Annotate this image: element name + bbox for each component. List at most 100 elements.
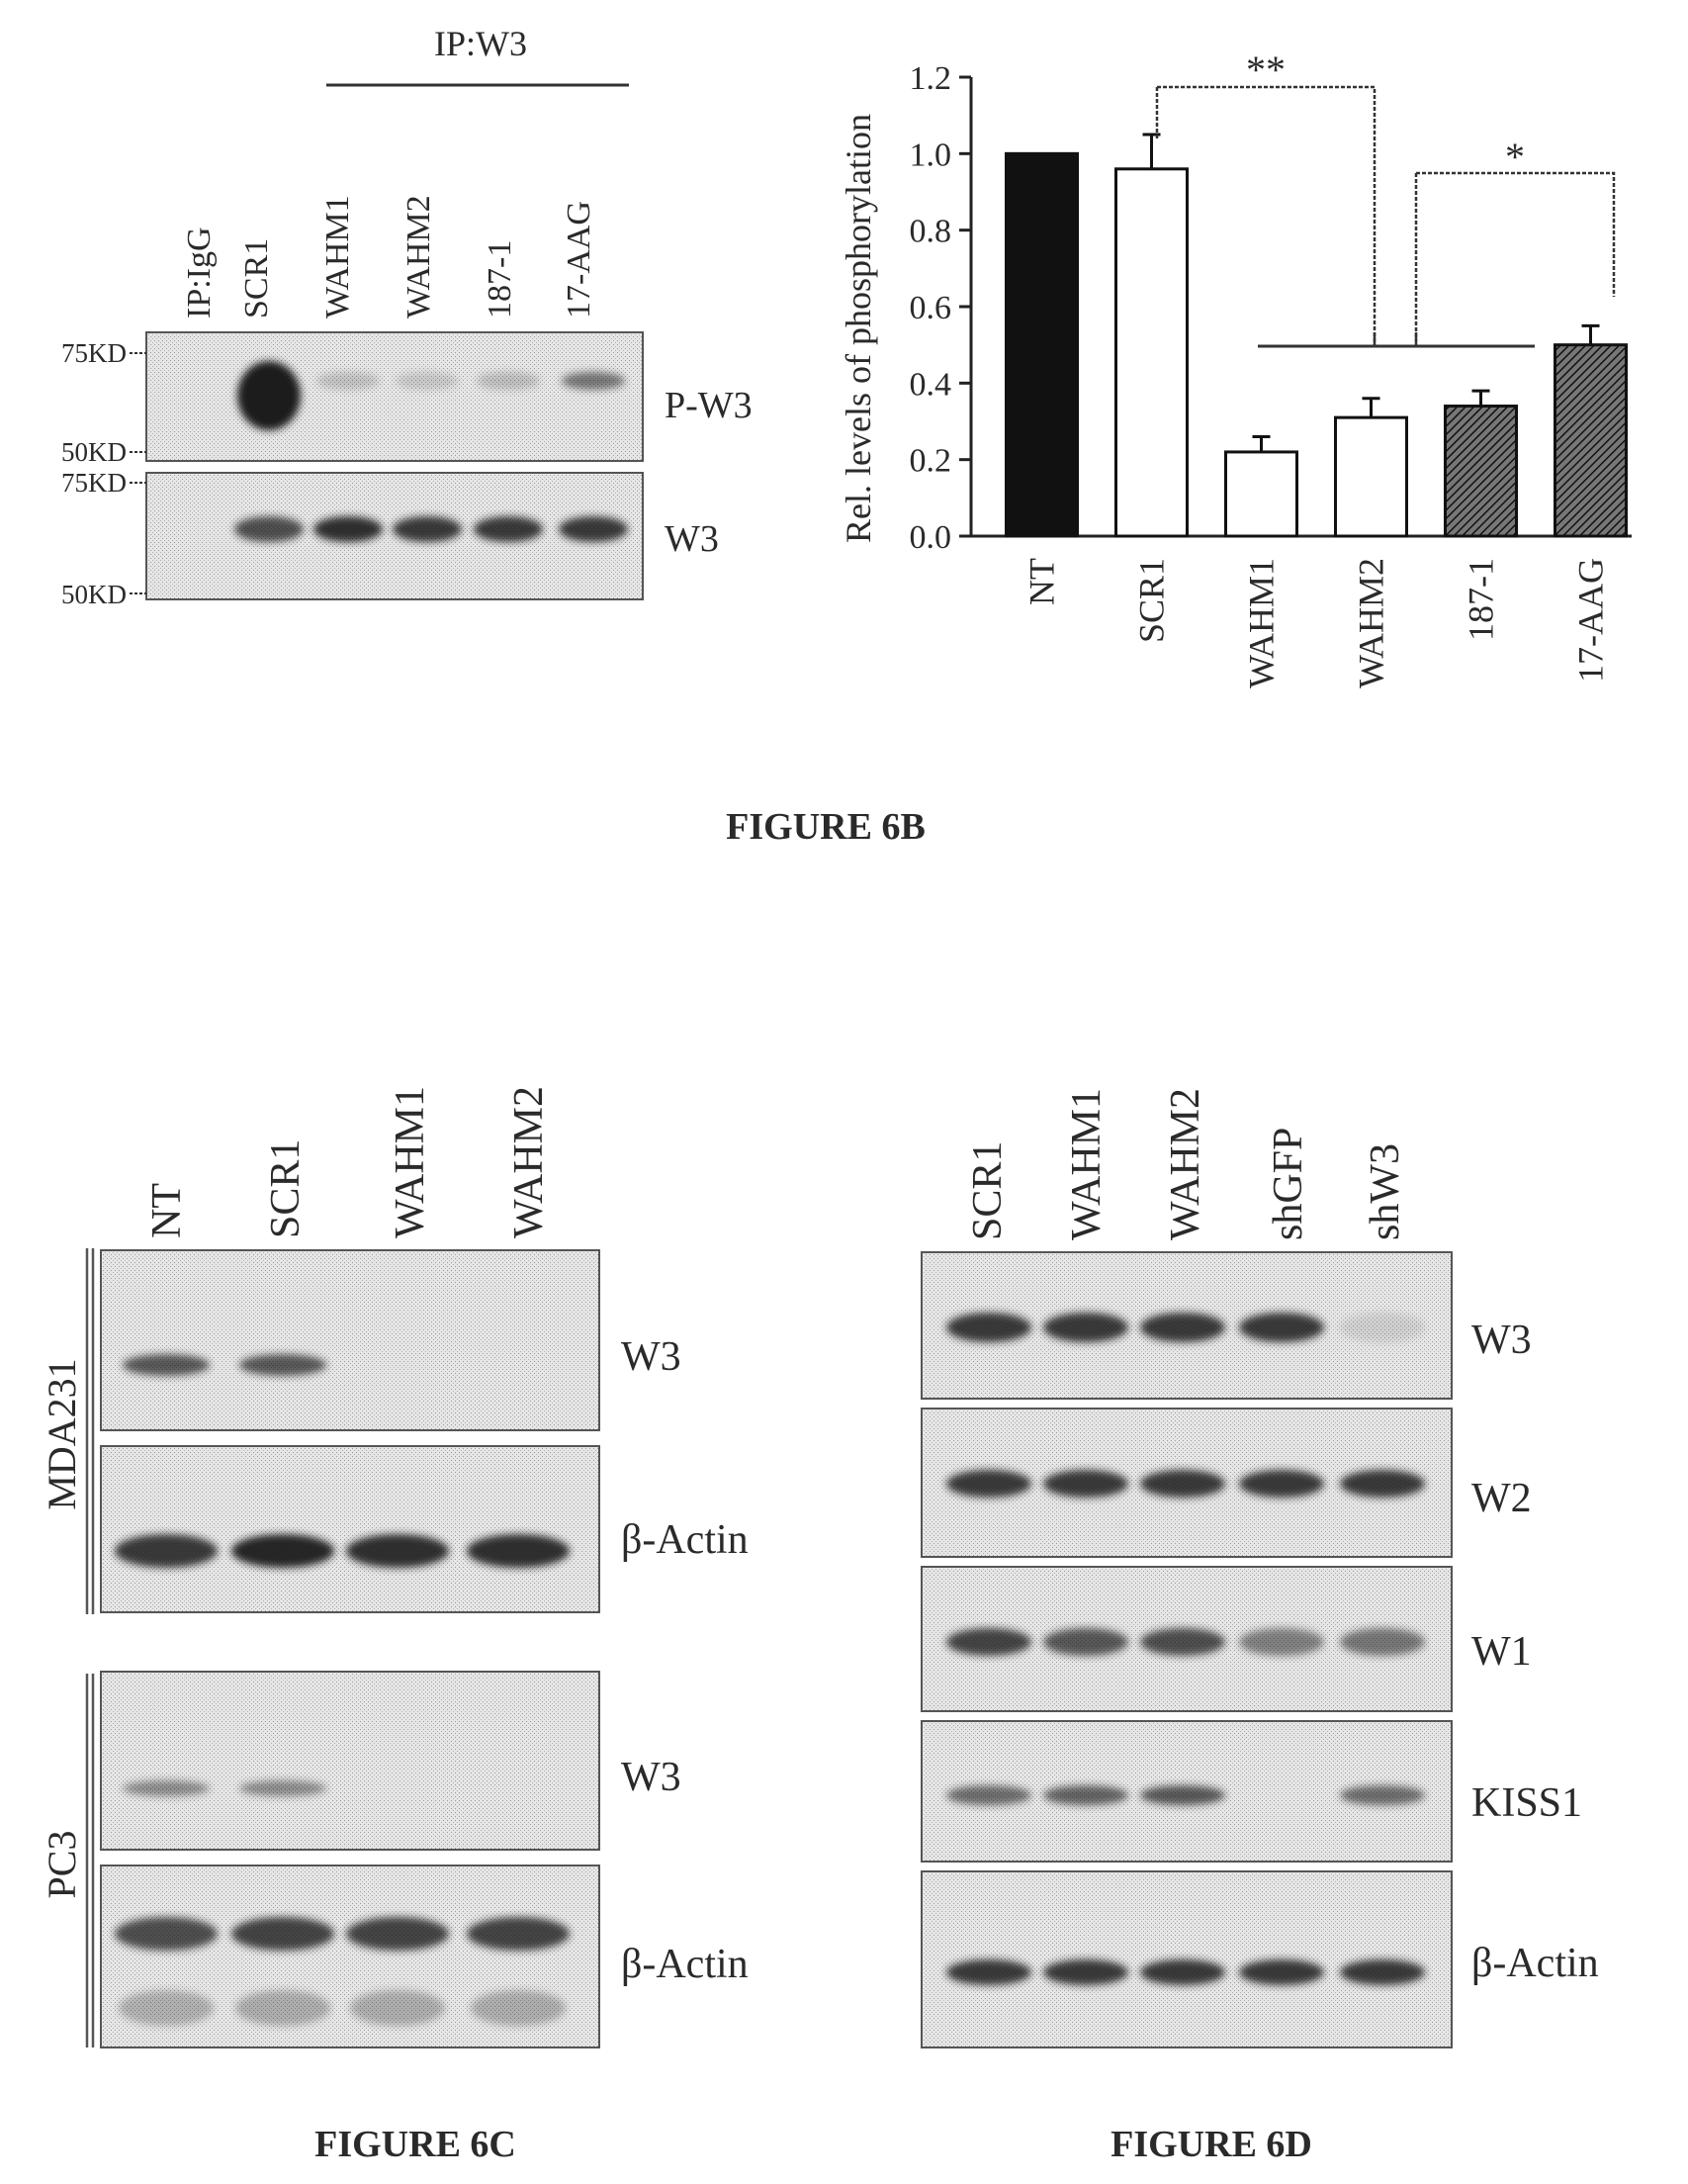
x-tick-label: NT <box>1022 558 1062 605</box>
band-mda-actin <box>467 1534 570 1568</box>
bar-17-aag <box>1554 343 1628 538</box>
row-label-pc3-actin: β-Actin <box>621 1942 749 1987</box>
lane-label: shGFP <box>1266 1128 1311 1240</box>
band-pc3-actin <box>231 1917 334 1951</box>
band-kiss1 <box>1043 1785 1128 1805</box>
row-label-pc3-w3: W3 <box>621 1755 681 1800</box>
pc3-w3-membrane <box>100 1671 600 1851</box>
lane-labels: NT SCR1 WAHM1 WAHM2 <box>144 1086 552 1238</box>
x-tick-label: 17-AAG <box>1571 558 1611 682</box>
lane-label: WAHM1 <box>319 195 356 318</box>
band-pc3-actin-smear <box>471 1990 566 2026</box>
band-pc3-actin-smear <box>350 1990 445 2026</box>
band-w3 <box>313 516 383 542</box>
band-actin <box>946 1959 1031 1985</box>
lane-labels: SCR1 WAHM1 WAHM2 187-1 17-AAG <box>238 195 597 318</box>
band-kiss1 <box>1140 1785 1225 1805</box>
y-tick-label: 0.0 <box>910 519 952 556</box>
row-label-actin: β-Actin <box>1471 1941 1599 1986</box>
significance-brackets <box>1155 85 1616 346</box>
band-p-w3 <box>237 361 301 430</box>
bar-wahm1 <box>1224 450 1298 538</box>
bracket-single-star <box>1416 171 1616 297</box>
row-label-mda-w3: W3 <box>621 1334 681 1380</box>
band-w3 <box>1043 1313 1128 1342</box>
band-mda-actin <box>115 1534 218 1568</box>
caption-figure-6b: FIGURE 6B <box>726 806 926 848</box>
row-label-kiss1: KISS1 <box>1471 1780 1582 1826</box>
band-w1 <box>1140 1628 1225 1656</box>
p-w3-row-label: P-W3 <box>665 385 753 426</box>
band-w3 <box>1340 1313 1425 1342</box>
phosphorylation-bar-chart: Rel. levels of phosphorylation 0.0 0.2 0.4… <box>839 47 1632 688</box>
y-tick-label: 0.6 <box>910 290 952 326</box>
bar-scr1 <box>1114 167 1189 538</box>
band-w2 <box>1239 1470 1324 1498</box>
lane-label: 187-1 <box>482 240 518 318</box>
band-w2 <box>1140 1470 1225 1498</box>
caption-figure-6d: FIGURE 6D <box>1111 2124 1312 2165</box>
band-w3 <box>559 516 628 542</box>
ip-igg-label: IP:IgG <box>181 227 218 318</box>
bracket-double-star <box>1157 85 1377 346</box>
band-kiss1 <box>946 1785 1031 1805</box>
pc3-bracket <box>85 1674 95 2048</box>
sig-double-star: ** <box>1246 47 1286 92</box>
chart-y-axis-label: Rel. levels of phosphorylation <box>839 114 878 543</box>
mda-w3-membrane <box>100 1249 600 1431</box>
row-label-w1: W1 <box>1471 1629 1532 1675</box>
x-tick-label: WAHM1 <box>1242 558 1282 688</box>
bars <box>1005 133 1628 538</box>
band-pc3-actin-smear <box>235 1990 330 2026</box>
row-label-mda-actin: β-Actin <box>621 1517 749 1563</box>
lane-label: 17-AAG <box>561 201 597 318</box>
band-w3 <box>1239 1313 1324 1342</box>
x-tick-label: SCR1 <box>1132 558 1172 643</box>
figure-6d: SCR1 WAHM1 WAHM2 shGFP shW3 W3 W2 W1 KISS1 β… <box>921 1088 1599 2048</box>
y-tick-label: 1.0 <box>910 136 952 173</box>
x-tick-label: 187-1 <box>1462 558 1501 641</box>
lane-label: shW3 <box>1363 1143 1408 1240</box>
caption-figure-6c: FIGURE 6C <box>314 2124 516 2165</box>
bar-nt <box>1005 151 1079 538</box>
x-tick-label: WAHM2 <box>1352 558 1391 688</box>
band-pc3-actin <box>346 1917 449 1951</box>
band-w3 <box>474 516 543 542</box>
band-pc3-w3 <box>239 1780 326 1796</box>
bar-wahm2 <box>1334 415 1408 538</box>
band-w1 <box>1239 1628 1324 1656</box>
band-actin <box>1340 1959 1425 1985</box>
x-tick-labels: NT SCR1 WAHM1 WAHM2 187-1 17-AAG <box>1022 558 1611 688</box>
band-p-w3 <box>477 372 540 390</box>
band-w3 <box>1140 1313 1225 1342</box>
mda-actin-membrane <box>100 1445 600 1613</box>
group-tick <box>1373 332 1418 346</box>
band-actin <box>1239 1959 1324 1985</box>
band-w1 <box>1043 1628 1128 1656</box>
y-tick-label: 0.4 <box>910 366 952 403</box>
lane-label: WAHM2 <box>1163 1088 1208 1240</box>
cell-line-pc3: PC3 <box>40 1831 84 1899</box>
band-p-w3 <box>396 372 459 390</box>
sig-single-star: * <box>1505 135 1525 179</box>
w3-membrane <box>145 472 644 600</box>
blot-bands <box>115 1354 570 2026</box>
cell-line-mda231: MDA231 <box>40 1358 84 1509</box>
band-mda-actin <box>231 1534 334 1568</box>
band-actin <box>1043 1959 1128 1985</box>
band-kiss1 <box>1340 1785 1425 1805</box>
blot-bands <box>946 1313 1425 1985</box>
lane-label: WAHM1 <box>1064 1088 1110 1240</box>
row-label-w2: W2 <box>1471 1476 1532 1521</box>
marker-50kd-top: 50KD <box>61 437 127 467</box>
d-actin-membrane <box>921 1870 1453 2048</box>
band-mda-w3 <box>123 1354 210 1376</box>
lane-label: SCR1 <box>263 1139 309 1238</box>
band-w1 <box>1340 1628 1425 1656</box>
band-p-w3 <box>316 372 380 390</box>
band-w1 <box>946 1628 1031 1656</box>
lane-label: WAHM2 <box>400 195 437 318</box>
band-w3 <box>234 516 304 542</box>
band-pc3-actin <box>467 1917 570 1951</box>
